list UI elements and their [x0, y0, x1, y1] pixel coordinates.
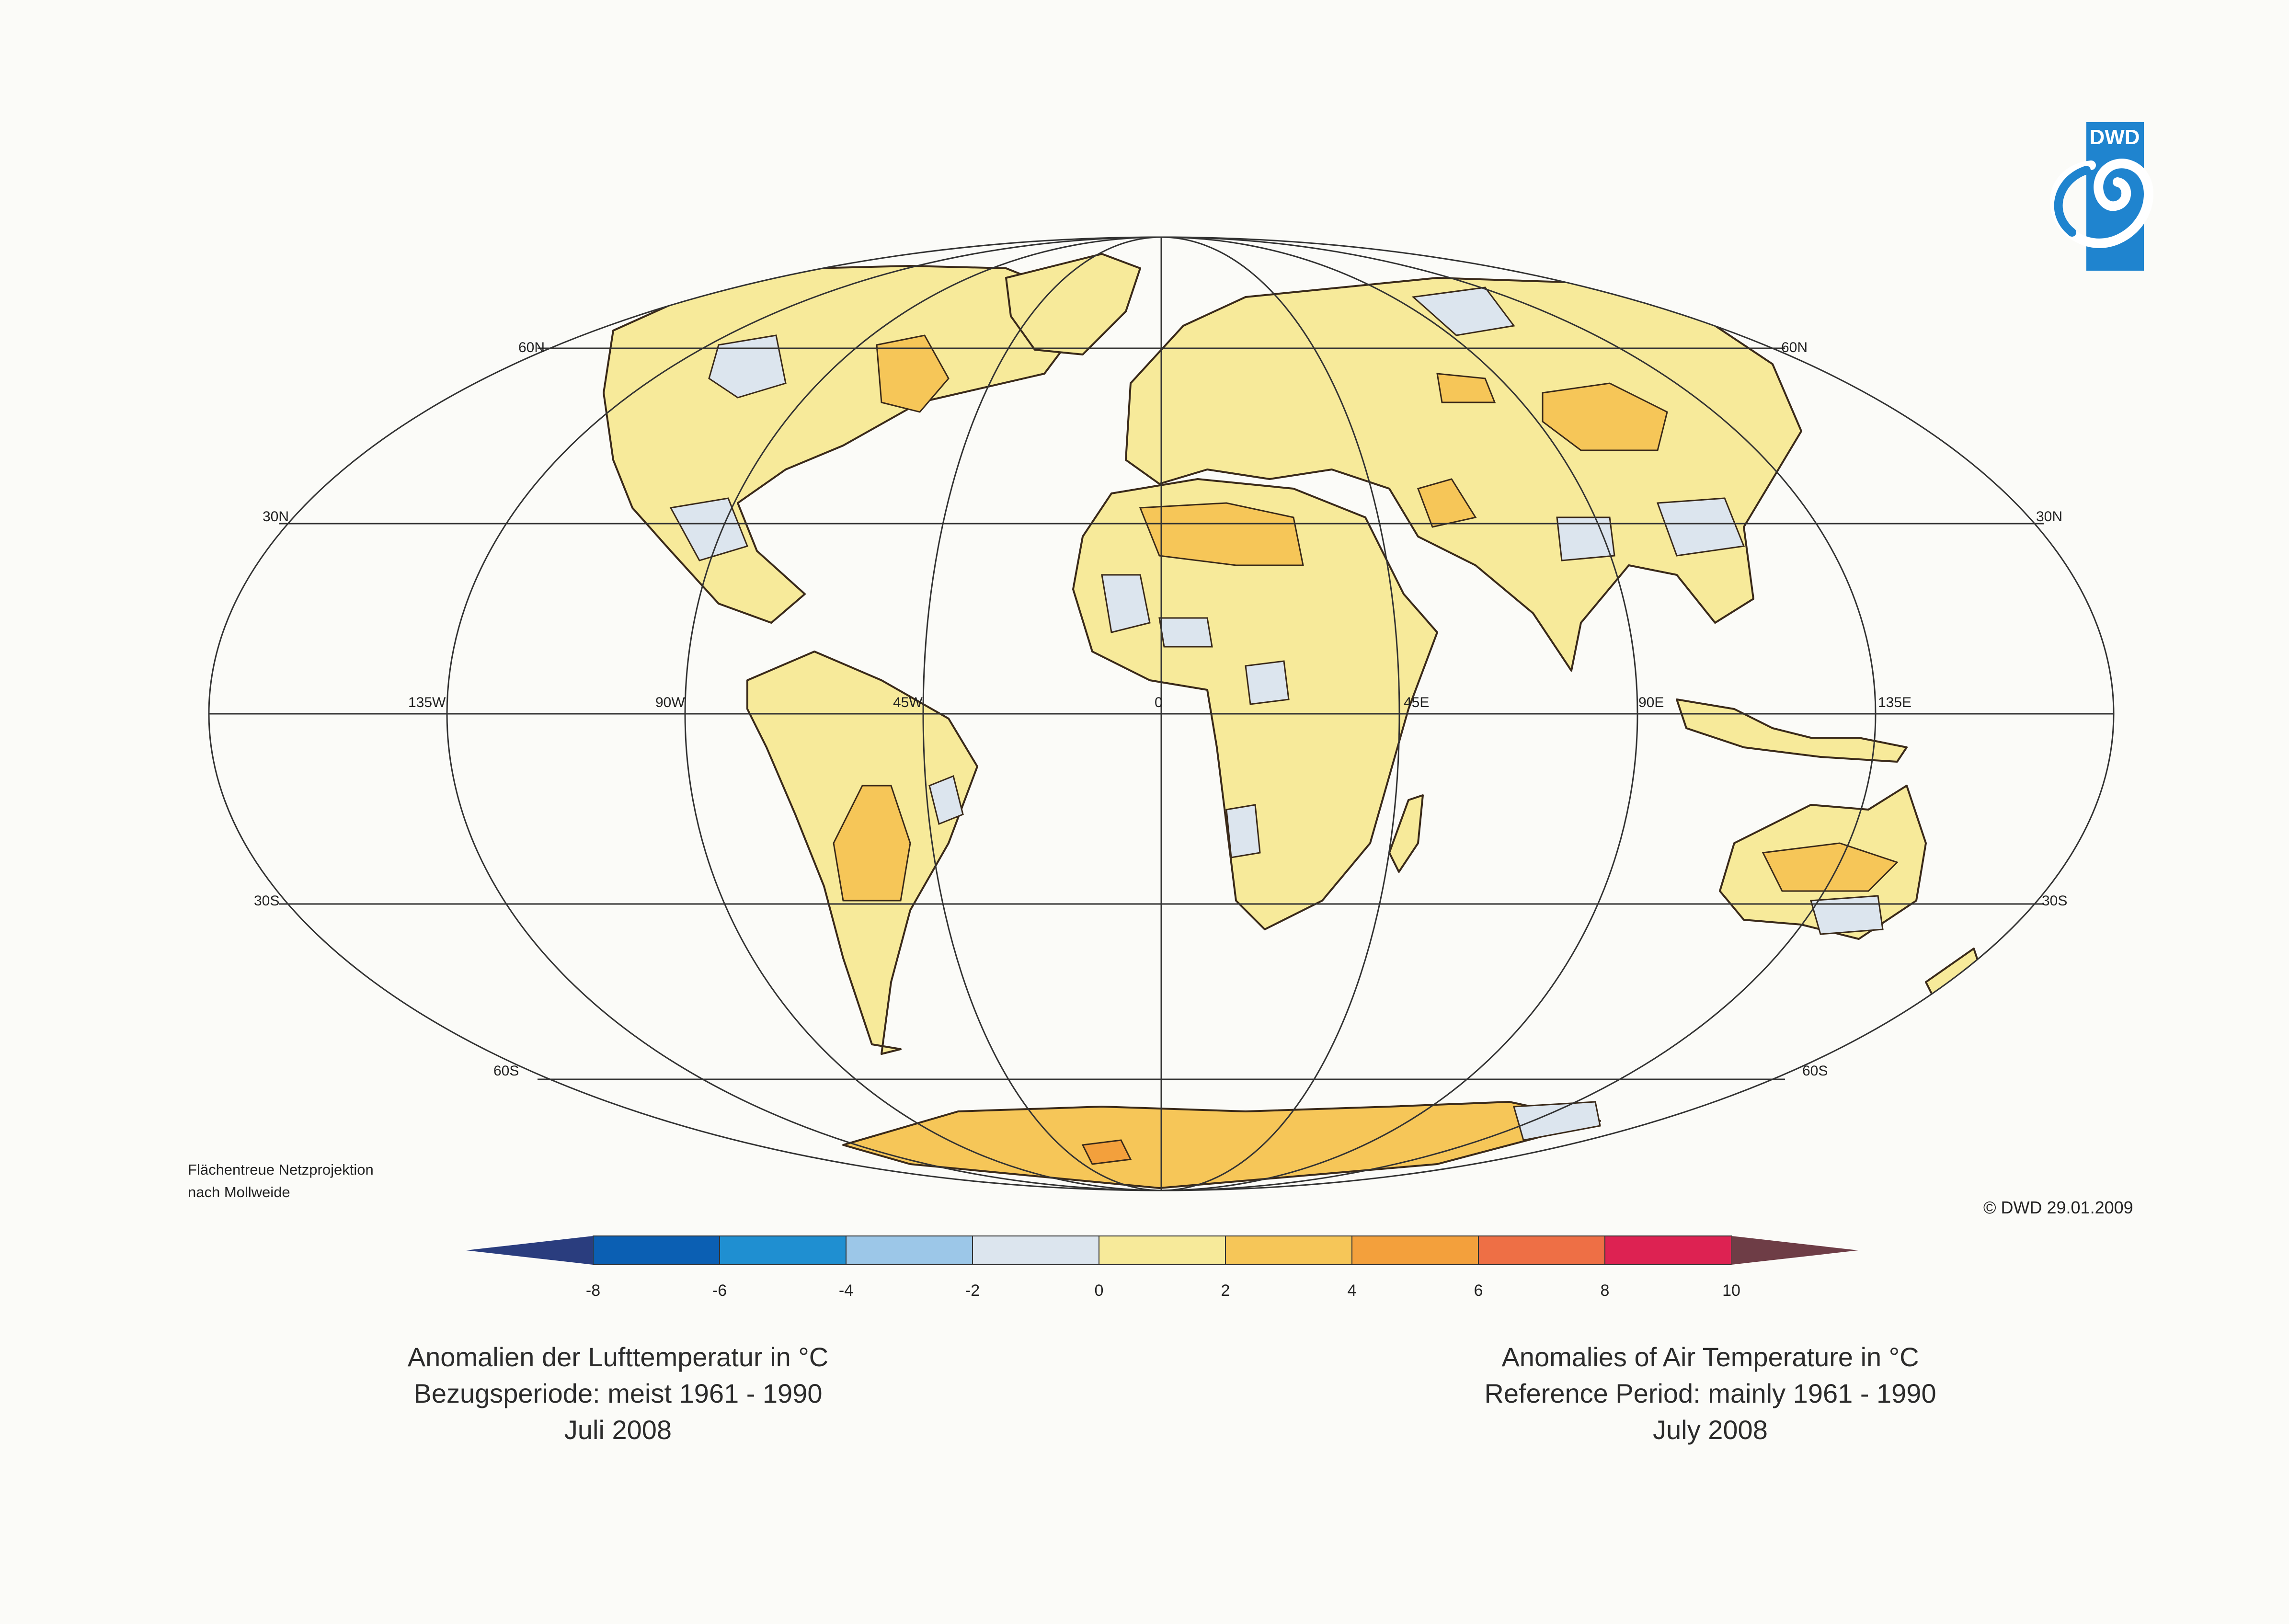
anomaly-patch-cool-brazil	[928, 775, 964, 825]
legend-tick-label: -2	[965, 1281, 980, 1300]
legend-class-4	[972, 1235, 1099, 1265]
grid-label-60n-left: 60N	[518, 340, 545, 355]
anomaly-patch-cool-north-siberia	[1411, 286, 1515, 336]
anomaly-patch-cool-southeast-australia	[1810, 895, 1884, 935]
anomaly-patch-warm-siberia	[1542, 382, 1668, 451]
grid-label-135e: 135E	[1878, 695, 1911, 710]
anomaly-patch-cool-west-africa	[1101, 574, 1151, 633]
anomaly-patch-cool-central-africa	[1158, 617, 1213, 648]
graticule-meridians	[208, 236, 2115, 1191]
legend-class-7	[1351, 1235, 1479, 1265]
grid-label-60n-right: 60N	[1781, 340, 1808, 355]
copyright-notice: © DWD 29.01.2009	[1983, 1198, 2133, 1217]
legend-tick-label: 8	[1600, 1281, 1610, 1300]
anomaly-patch-warm-canada	[876, 334, 950, 413]
grid-label-45w: 45W	[893, 695, 923, 710]
legend-class-8	[1478, 1235, 1605, 1265]
caption-english-title: Anomalies of Air Temperature in °C	[1501, 1342, 1919, 1372]
grid-label-90w: 90W	[655, 695, 685, 710]
legend-class-3	[846, 1235, 973, 1265]
caption-german: Anomalien der Lufttemperatur in °C Bezug…	[307, 1339, 929, 1448]
land-greenland	[1005, 253, 1141, 355]
legend-tick-label: 10	[1722, 1281, 1740, 1300]
legend-tick-label: 2	[1221, 1281, 1230, 1300]
legend-tick-label: 6	[1474, 1281, 1483, 1300]
grid-label-30s-right: 30S	[2042, 893, 2067, 909]
caption-english: Anomalies of Air Temperature in °C Refer…	[1399, 1339, 2022, 1448]
legend-class-9	[1604, 1235, 1732, 1265]
anomaly-patch-warm-central-asia	[1436, 373, 1496, 403]
anomaly-patch-warm-south-america	[833, 785, 911, 902]
anomaly-patch-cool-east-africa	[1245, 660, 1290, 705]
projection-note-line2: nach Mollweide	[188, 1184, 290, 1201]
grid-label-0: 0	[1155, 695, 1163, 710]
anomaly-patch-cool-southern-africa	[1225, 804, 1261, 858]
legend-class-1	[593, 1235, 720, 1265]
legend-tick-label: 0	[1094, 1281, 1104, 1300]
legend-color-bar	[466, 1235, 1858, 1265]
dwd-logo-text: DWD	[2089, 126, 2140, 149]
anomaly-patch-warmer-antarctica	[1081, 1139, 1132, 1165]
legend-tick-labels: -8 -6 -4 -2 0 2 4 6 8 10	[0, 1281, 2289, 1310]
anomaly-patch-cool-us	[669, 497, 749, 561]
anomaly-patch-warm-australia	[1762, 842, 1899, 892]
legend-arrow-low	[466, 1236, 593, 1265]
legend-tick-label: -6	[712, 1281, 727, 1300]
anomaly-patch-cool-china	[1656, 497, 1745, 557]
caption-german-reference-period: Bezugsperiode: meist 1961 - 1990	[413, 1378, 823, 1408]
legend-class-5	[1099, 1235, 1226, 1265]
projection-note: Flächentreue Netzprojektion nach Mollwei…	[188, 1158, 374, 1203]
caption-english-reference-period: Reference Period: mainly 1961 - 1990	[1484, 1378, 1936, 1408]
grid-label-30n-left: 30N	[263, 509, 289, 525]
legend-tick-label: 4	[1347, 1281, 1357, 1300]
grid-label-30s-left: 30S	[254, 893, 279, 909]
caption-english-month: July 2008	[1653, 1415, 1768, 1445]
legend-tick-label: -4	[838, 1281, 854, 1300]
grid-label-60s-right: 60S	[1802, 1063, 1828, 1079]
projection-note-line1: Flächentreue Netzprojektion	[188, 1161, 374, 1178]
grid-label-30n-right: 30N	[2036, 509, 2062, 525]
anomaly-patch-cool-antarctica	[1513, 1101, 1601, 1141]
legend-arrow-high	[1731, 1236, 1858, 1265]
anomaly-patch-cool-north-america	[708, 334, 787, 399]
land-indonesia	[1676, 698, 1908, 763]
legend-class-6	[1225, 1235, 1352, 1265]
grid-label-45e: 45E	[1404, 695, 1429, 710]
anomaly-patch-warm-middle-east	[1417, 478, 1477, 528]
caption-german-month: Juli 2008	[564, 1415, 672, 1445]
grid-label-90e: 90E	[1638, 695, 1664, 710]
legend-class-2	[719, 1235, 847, 1265]
grid-label-60s-left: 60S	[493, 1063, 519, 1079]
land-madagascar	[1388, 794, 1424, 873]
land-eurasia	[1125, 277, 1802, 672]
dwd-logo	[2050, 122, 2154, 271]
land-antarctica	[842, 1101, 1601, 1189]
caption-german-title: Anomalien der Lufttemperatur in °C	[407, 1342, 829, 1372]
grid-label-135w: 135W	[408, 695, 446, 710]
anomaly-patch-warm-sahara	[1139, 502, 1304, 566]
legend-tick-label: -8	[585, 1281, 601, 1300]
